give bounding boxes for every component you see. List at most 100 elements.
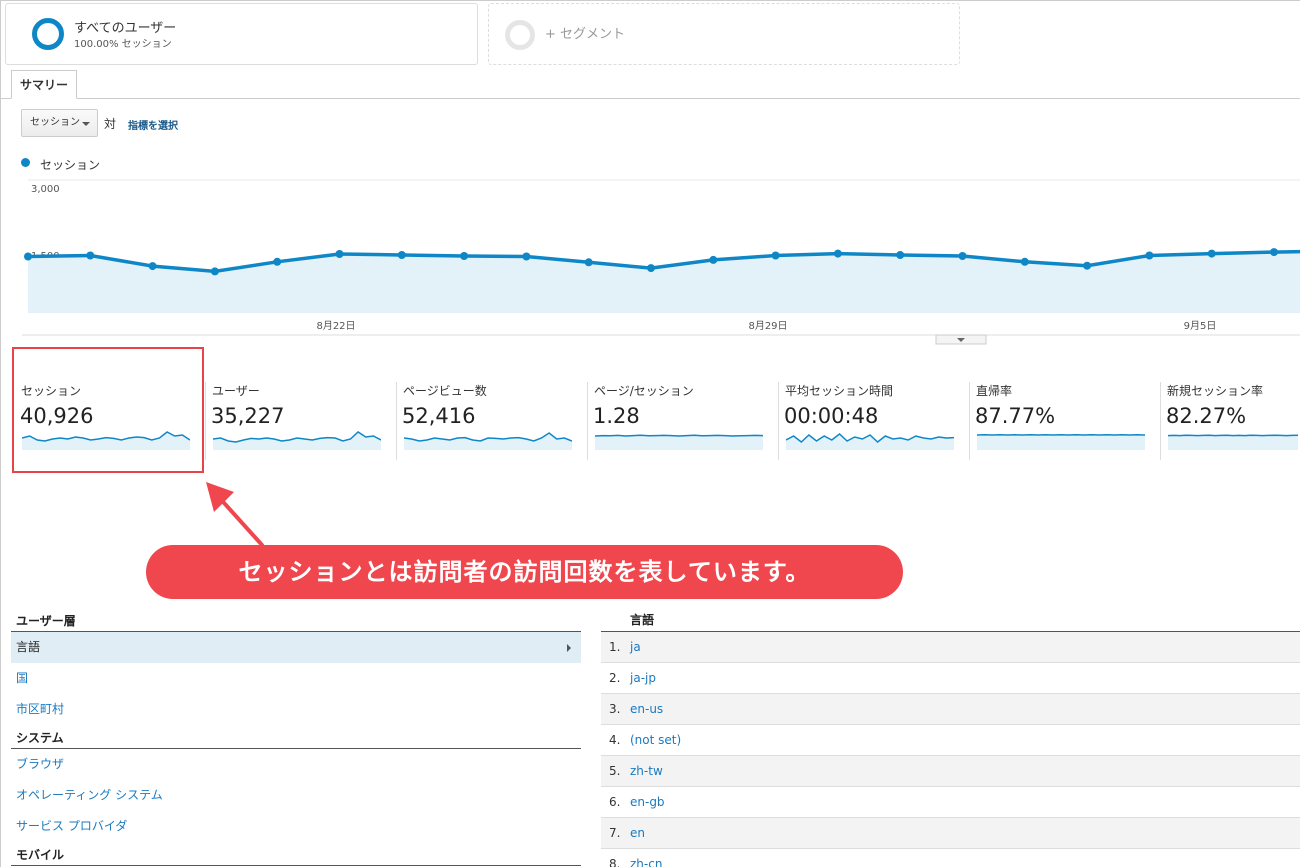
metric-select[interactable]: セッション [21,109,98,137]
sparkline [1168,434,1298,450]
scorecard[interactable]: 平均セッション時間 00:00:48 [778,380,969,462]
table-row: 5. zh-tw [601,756,1300,787]
section-user-layer: ユーザー層 [11,608,581,632]
segment-all-users[interactable]: すべてのユーザー 100.00% セッション [5,3,478,65]
sparkline-area [22,432,190,450]
sparkline [22,431,190,450]
data-point[interactable] [1270,248,1278,257]
sparkline [213,431,381,450]
empty-segment-icon [505,20,535,50]
scorecard[interactable]: 新規セッション率 82.27% [1160,380,1300,462]
data-point[interactable] [833,249,842,258]
language-table: 言語 1. ja 2. ja-jp 3. en-us 4. (not set) 5. zh-tw 6… [601,608,1300,867]
dimension-service-provider[interactable]: サービス プロバイダ [16,819,128,833]
row-number: 8. [609,857,621,867]
data-point[interactable] [896,251,905,259]
scorecard-value: 40,926 [20,404,94,428]
table-row: 6. en-gb [601,787,1300,818]
sparkline-line [786,433,954,443]
data-point[interactable] [397,251,406,259]
data-point[interactable] [958,252,967,260]
data-point[interactable] [771,251,780,260]
sparkline-area [977,434,1145,450]
data-point[interactable] [1020,257,1029,266]
language-link[interactable]: ja-jp [630,671,656,685]
sparkline-area [213,432,381,450]
dimension-country[interactable]: 国 [16,671,29,685]
x-tick-label: 8月29日 [748,320,787,332]
scorecard-divider [1160,382,1161,460]
scorecard-value: 1.28 [593,404,640,428]
row-number: 7. [609,826,621,840]
chevron-down-icon [82,122,90,126]
sparkline-area [1168,435,1298,450]
row-number: 5. [609,764,621,778]
scorecard-value: 87.77% [975,404,1056,428]
dimension-panel: ユーザー層 言語 国 市区町村 システム ブラウザ オペレーティング システム … [11,608,581,866]
data-point[interactable] [647,264,655,273]
language-link[interactable]: en [630,826,645,840]
data-point[interactable] [210,267,219,276]
x-tick-label: 8月22日 [316,320,355,332]
sparkline [404,432,572,450]
data-point[interactable] [273,257,282,266]
scorecard-divider [969,382,970,460]
x-tick-label: 9月5日 [1184,320,1217,332]
scorecard-divider [778,382,779,460]
data-point[interactable] [522,252,531,261]
select-metric-link[interactable]: 指標を選択 [128,121,178,132]
scorecard[interactable]: 直帰率 87.77% [969,380,1160,462]
table-row: 8. zh-cn [601,849,1300,867]
sessions-highlight-box [12,347,204,473]
chevron-down-icon [957,338,965,342]
scorecard-label: ページビュー数 [403,384,487,398]
row-number: 1. [609,640,621,654]
data-point[interactable] [1145,251,1154,260]
scorecards: セッション 40,926 ユーザー 35,227 ページビュー数 52,416 ページ/セッ… [14,380,1300,462]
scorecard[interactable]: セッション 40,926 [14,380,205,462]
data-point[interactable] [584,258,593,267]
data-point[interactable] [335,250,344,258]
legend-label: セッション [40,158,101,172]
tab-divider [0,98,1300,99]
table-row: 4. (not set) [601,725,1300,756]
language-link[interactable]: zh-tw [630,764,663,778]
language-link[interactable]: en-us [630,702,664,716]
data-point[interactable] [24,252,32,261]
sparkline-line [213,431,381,443]
scorecard[interactable]: ユーザー 35,227 [205,380,396,462]
table-row: 7. en [601,818,1300,849]
language-link[interactable]: zh-cn [630,857,663,867]
series-area [28,251,1300,313]
data-point[interactable] [86,251,95,260]
data-point[interactable] [709,255,718,264]
scorecard-label: ページ/セッション [594,384,694,398]
data-point[interactable] [148,262,157,271]
language-link[interactable]: (not set) [630,733,682,747]
dimension-browser[interactable]: ブラウザ [16,757,65,771]
y-tick-label: 3,000 [31,184,60,195]
tab-summary[interactable]: サマリー [11,70,77,99]
data-point[interactable] [460,252,469,260]
segment-title: すべてのユーザー [74,21,177,36]
language-link[interactable]: ja [630,640,641,654]
sparkline-area [404,433,572,450]
segment-subtitle: 100.00% セッション [74,39,172,50]
chevron-right-icon [567,644,571,652]
sparkline-line [22,431,190,442]
sessions-line-chart[interactable]: 3,0001,5008月22日8月29日9月5日 [0,178,1300,348]
data-point[interactable] [1083,261,1092,270]
scorecard-label: 直帰率 [976,384,1013,398]
scorecard-label: ユーザー [212,384,260,398]
scorecard[interactable]: ページビュー数 52,416 [396,380,587,462]
data-point[interactable] [1207,249,1216,258]
language-link[interactable]: en-gb [630,795,665,809]
dimension-language[interactable]: 言語 [11,632,581,663]
sparkline [595,434,763,450]
add-segment-card[interactable]: + セグメント [488,3,960,65]
dimension-os[interactable]: オペレーティング システム [16,788,163,802]
sparkline [786,433,954,450]
dimension-city[interactable]: 市区町村 [16,702,65,716]
scorecard[interactable]: ページ/セッション 1.28 [587,380,778,462]
